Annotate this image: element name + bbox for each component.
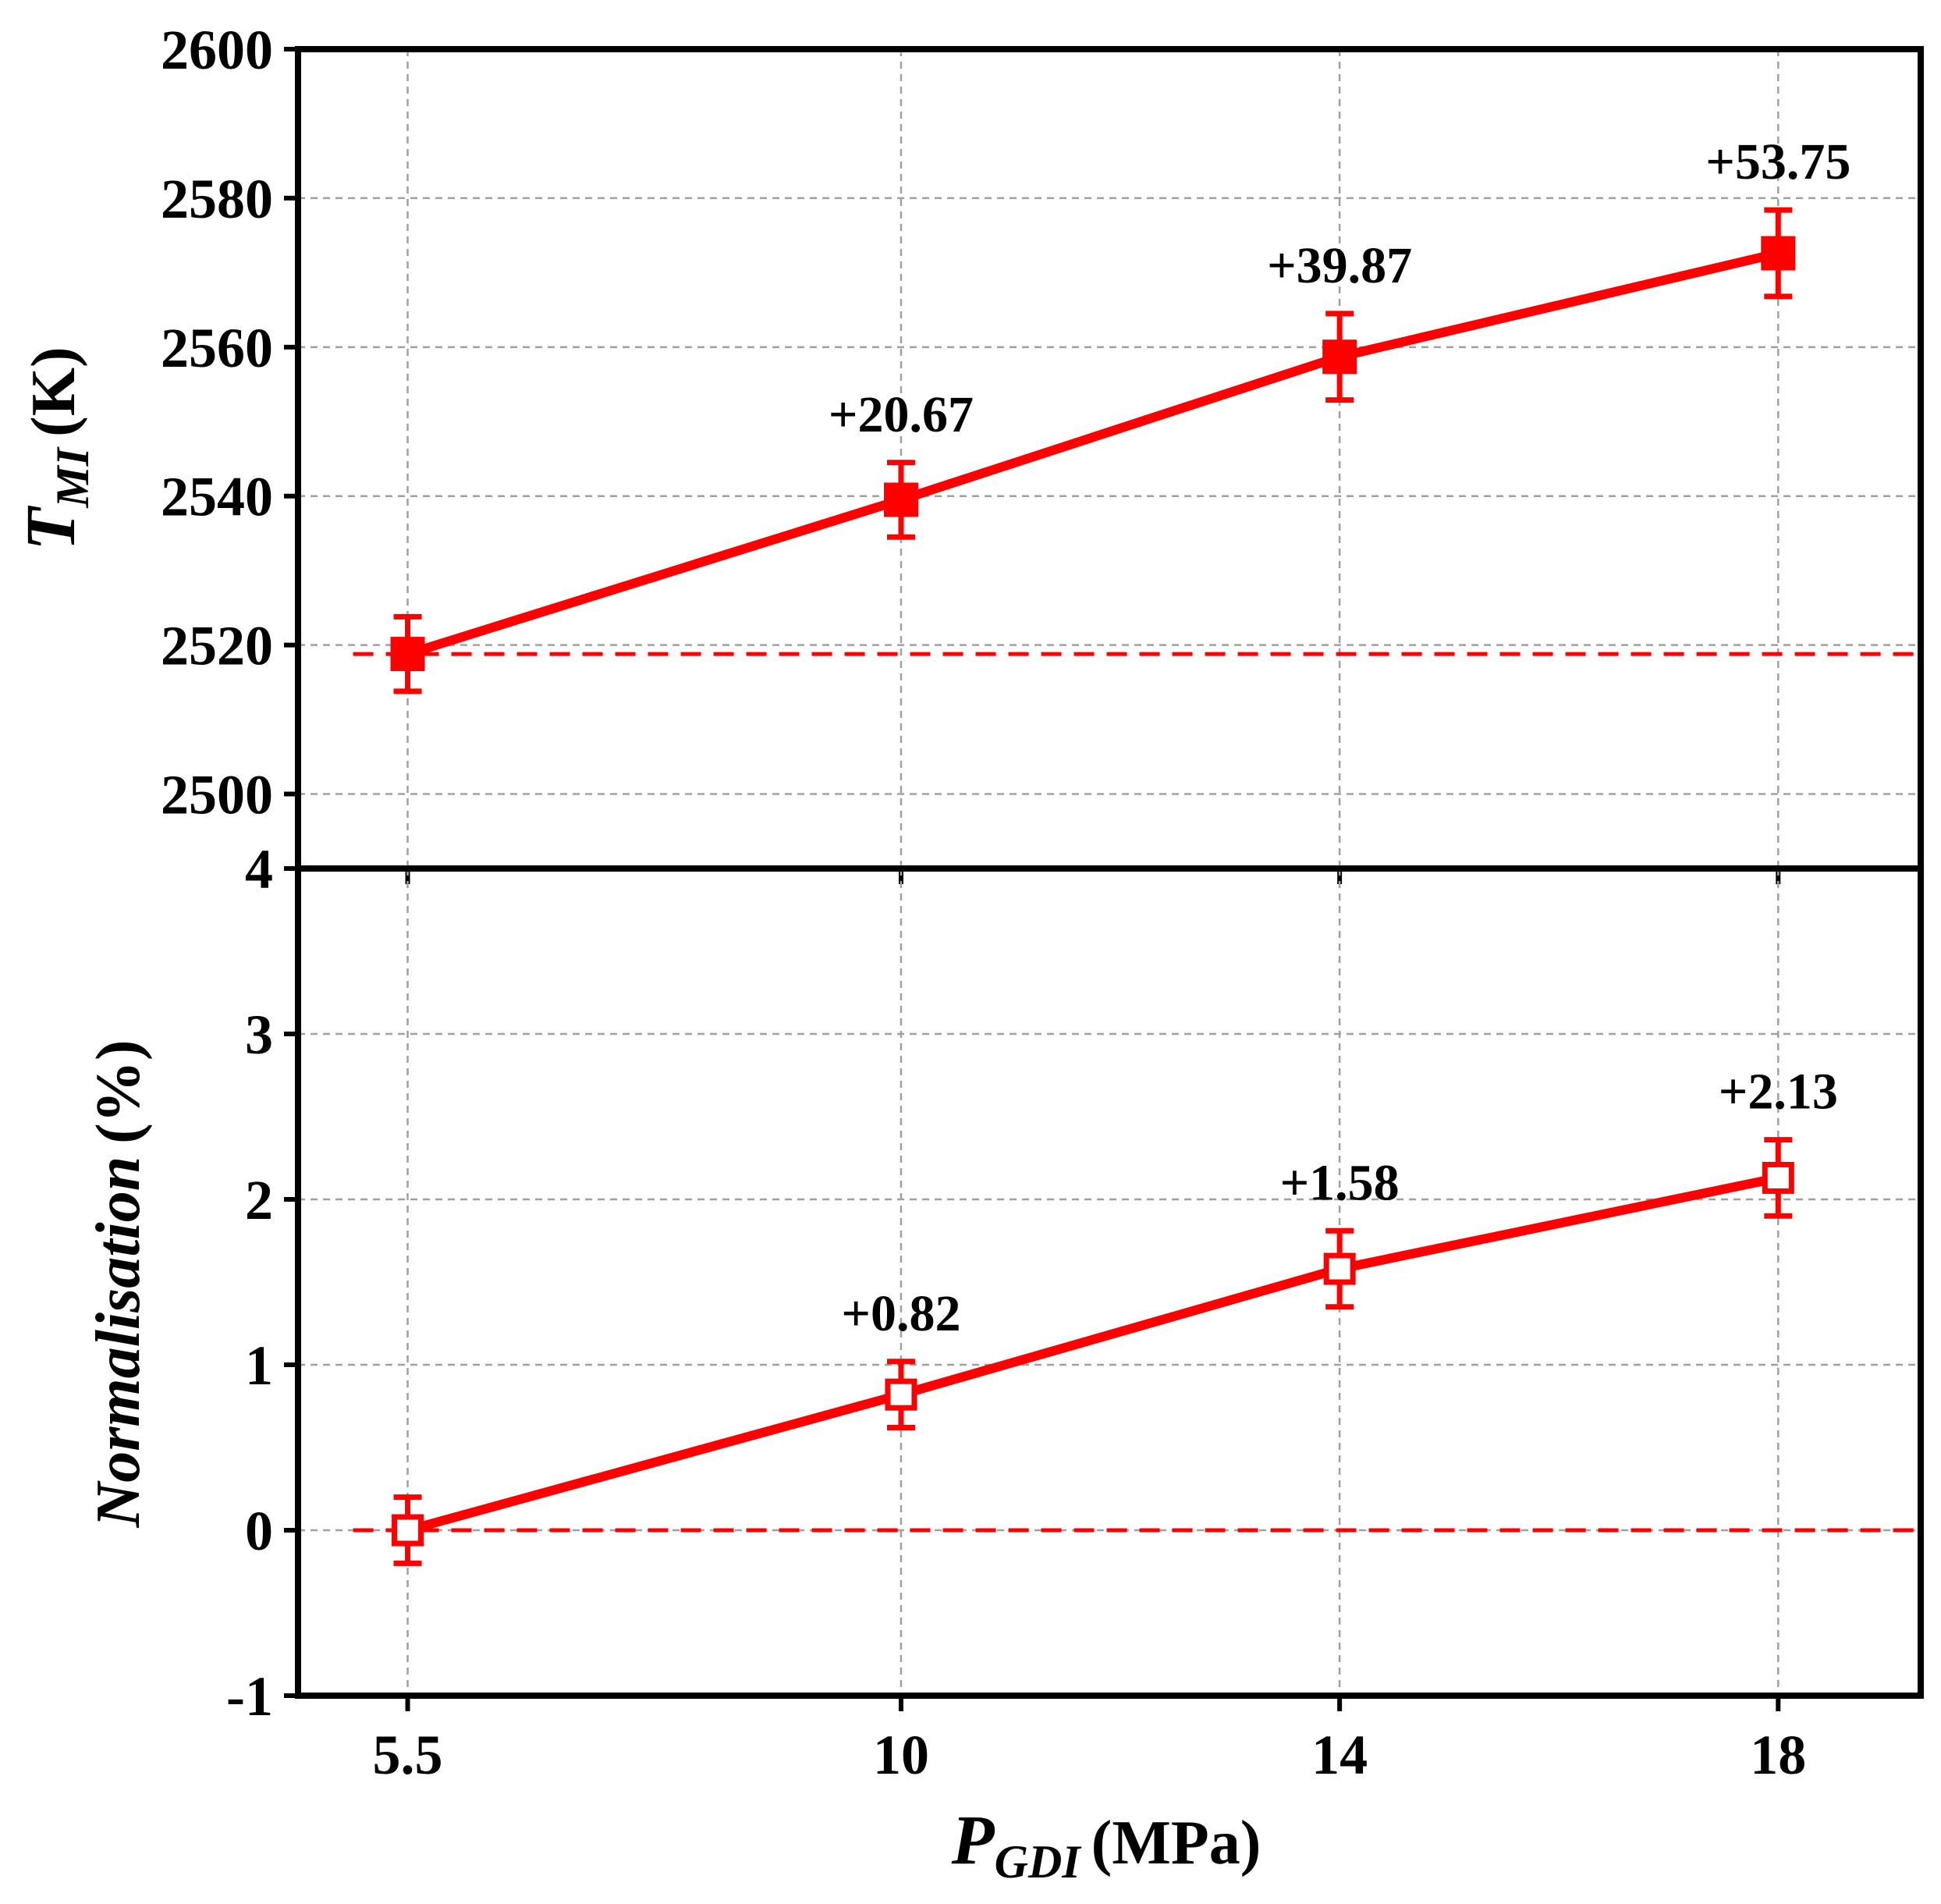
x-tick-label: 14 [1311,1724,1368,1786]
top-y-tick-label: 2560 [161,317,273,379]
top-y-tick-label: 2520 [161,615,273,677]
top-series-line [406,248,1780,659]
bottom-annotation: +0.82 [841,1285,960,1342]
bottom-annotation: +1.58 [1280,1154,1400,1211]
top-y-tick-label: 2540 [161,466,273,528]
top-annotation: +53.75 [1705,133,1851,190]
bottom-data-point [392,1514,424,1547]
top-y-tick-label: 2500 [161,764,273,826]
x-tick-label: 5.5 [373,1724,443,1786]
bottom-y-tick-label: 2 [245,1169,273,1231]
top-data-point [390,637,425,672]
top-data-point [883,482,918,517]
bottom-y-tick-label: 1 [245,1334,273,1397]
bottom-data-point [1323,1252,1356,1285]
x-axis-label: PGDI (MPa) [951,1802,1261,1888]
bottom-y-axis-label: Normalisation(%) [84,1040,153,1529]
bottom-plot-frame [295,865,1924,1699]
top-data-point [1761,236,1796,271]
bottom-annotation: +2.13 [1719,1064,1838,1121]
top-annotation: +39.87 [1267,237,1412,294]
bottom-y-tick-label: 3 [245,1004,273,1066]
top-panel: 2500 2520 2540 2560 2580 2600 +20.67 +39.87 +53.… [161,19,1924,884]
top-y-tick-label: 2580 [161,168,273,230]
bottom-y-tick-label: 4 [245,838,273,900]
bottom-y-tick-label: 0 [245,1500,273,1562]
x-tick-label: 10 [873,1724,929,1786]
bottom-data-point [885,1378,917,1411]
top-annotation: +20.67 [829,386,974,443]
top-plot-frame [295,46,1924,872]
bottom-panel: -1 0 1 2 3 4 5.5 10 14 18 +0.82 +1.58 +2.13 [226,838,1924,1786]
top-y-axis-label: TMI(K) [12,346,98,550]
top-data-point [1322,339,1357,375]
top-y-tick-label: 2600 [161,19,273,81]
bottom-series-line [406,1173,1780,1535]
bottom-data-point [1762,1161,1794,1194]
x-tick-label: 18 [1750,1724,1806,1786]
bottom-y-tick-label: -1 [226,1665,273,1728]
